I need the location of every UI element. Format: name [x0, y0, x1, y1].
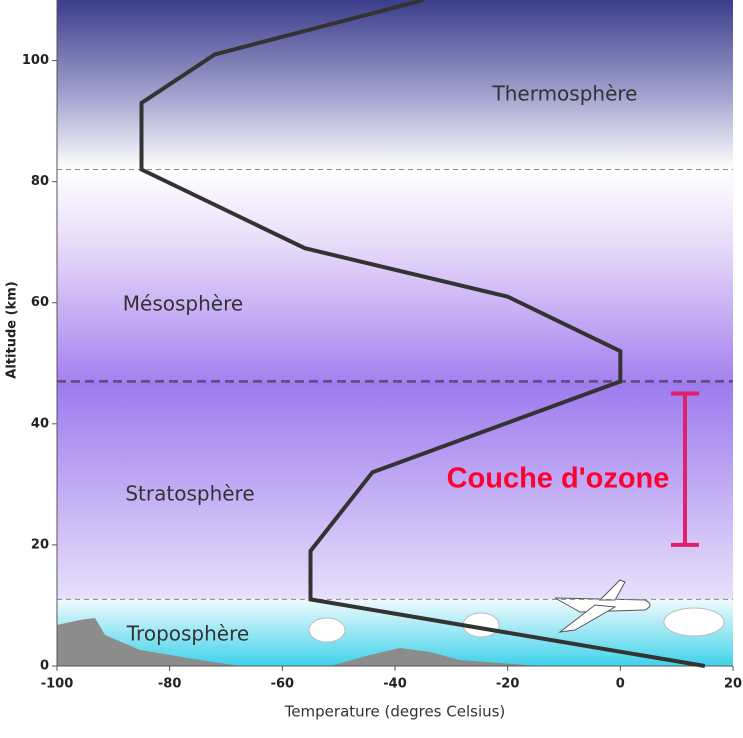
clouds — [308, 607, 725, 643]
layer-label: Stratosphère — [125, 482, 254, 506]
y-tick-label: 100 — [22, 53, 49, 68]
x-axis-label: Temperature (degres Celsius) — [284, 703, 506, 721]
y-tick-label: 20 — [31, 537, 49, 552]
x-tick-label: 0 — [616, 677, 625, 692]
background — [57, 0, 733, 666]
x-tick-label: -100 — [41, 677, 74, 692]
x-tick-label: -40 — [383, 677, 407, 692]
y-axis-label: Altitude (km) — [5, 281, 20, 378]
y-tick-label: 40 — [31, 416, 49, 431]
airplane — [554, 579, 651, 633]
temperature-line — [139, 0, 706, 668]
layer-label: Troposphère — [126, 622, 249, 646]
x-tick-label: -60 — [271, 677, 295, 692]
layer-label: Thermosphère — [492, 82, 638, 106]
x-tick-label: -80 — [158, 677, 182, 692]
y-tick-label: 80 — [31, 174, 49, 189]
mountains — [330, 648, 540, 666]
x-tick-label: 20 — [724, 677, 742, 692]
mountains — [57, 618, 240, 666]
layer-band — [57, 381, 733, 600]
y-tick-label: 60 — [31, 295, 49, 310]
layer-band — [57, 169, 733, 382]
ozone-label: Couche d'ozone — [447, 463, 670, 495]
x-tick-label: -20 — [496, 677, 520, 692]
layer-label: Mésosphère — [123, 292, 243, 316]
y-tick-label: 0 — [40, 659, 49, 674]
